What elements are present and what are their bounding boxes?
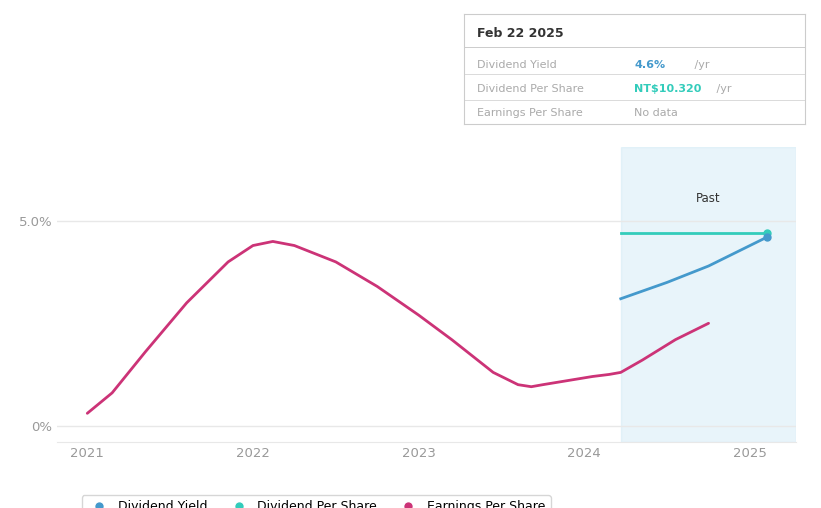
Text: Past: Past xyxy=(696,192,721,205)
Text: Dividend Yield: Dividend Yield xyxy=(478,60,557,70)
Text: /yr: /yr xyxy=(713,84,732,94)
Text: Dividend Per Share: Dividend Per Share xyxy=(478,84,585,94)
Text: Earnings Per Share: Earnings Per Share xyxy=(478,108,583,118)
Text: No data: No data xyxy=(635,108,678,118)
Text: /yr: /yr xyxy=(691,60,710,70)
Legend: Dividend Yield, Dividend Per Share, Earnings Per Share: Dividend Yield, Dividend Per Share, Earn… xyxy=(81,495,551,508)
Text: 4.6%: 4.6% xyxy=(635,60,665,70)
Text: Feb 22 2025: Feb 22 2025 xyxy=(478,27,564,40)
Bar xyxy=(621,147,796,442)
Text: NT$10.320: NT$10.320 xyxy=(635,84,702,94)
